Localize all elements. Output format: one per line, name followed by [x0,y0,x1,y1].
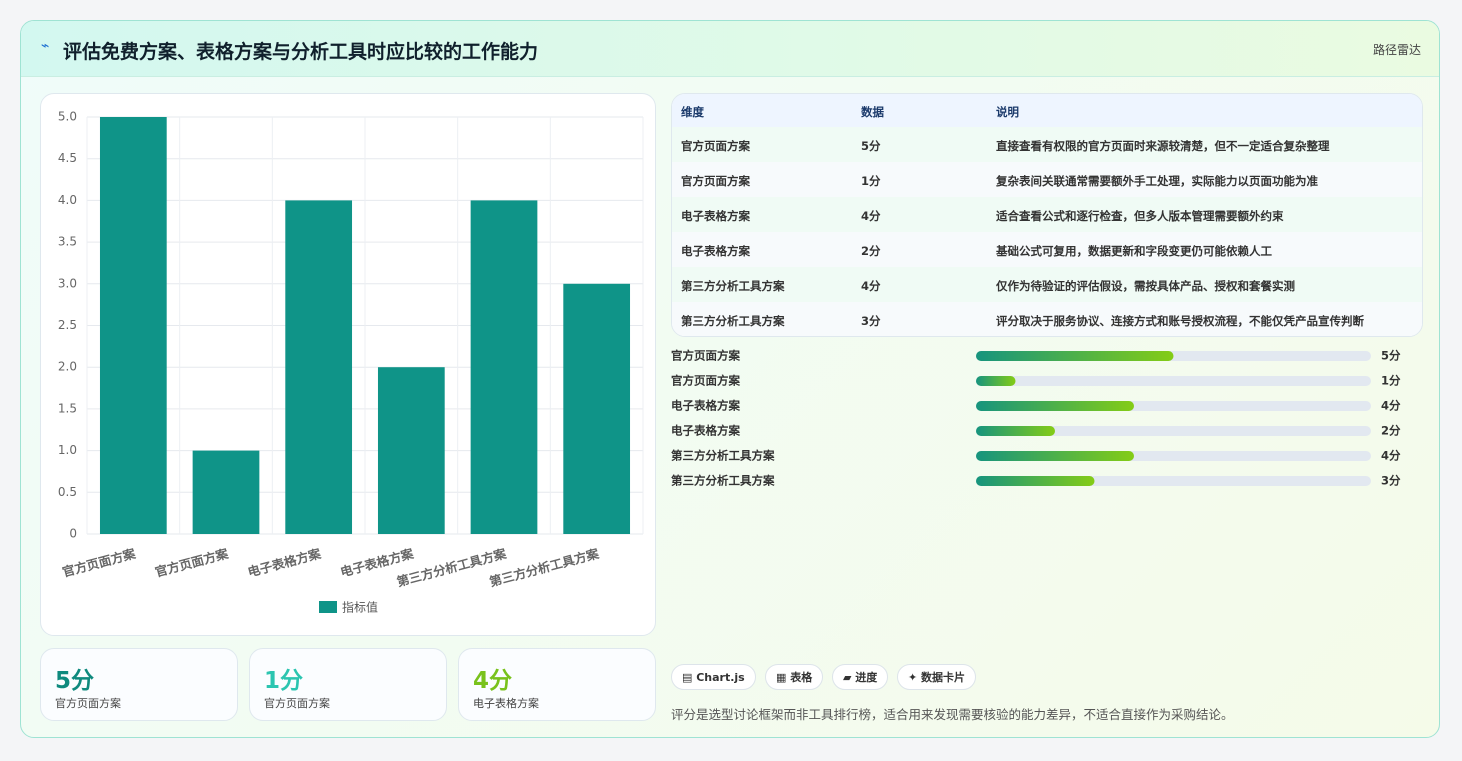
table-row [672,267,1422,303]
bar [563,283,631,534]
tag-chip: ✦ 数据卡片 [897,664,977,690]
y-tick-label: 1.0 [58,443,77,457]
table-cell: 直接查看有权限的官方页面时来源较清楚，但不一定适合复杂整理 [996,139,1330,153]
legend-swatch [319,601,337,613]
y-tick-label: 2.5 [58,318,77,332]
table-cell: 电子表格方案 [681,209,750,223]
x-tick-label: 官方页面方案 [153,546,230,580]
progress-bar [976,451,1134,461]
table-cell: 第三方分析工具方案 [681,279,785,293]
y-tick-label: 1.5 [58,401,77,415]
table-cell: 2分 [861,244,881,258]
table-row [672,302,1422,336]
progress-label: 电子表格方案 [671,424,740,438]
progress-label: 官方页面方案 [671,349,740,363]
progress-value: 3分 [1381,474,1401,488]
stat-value: 1分 [264,668,304,694]
bar [99,117,167,534]
table-cell: 基础公式可复用，数据更新和字段变更仍可能依赖人工 [996,244,1272,258]
table-cell: 4分 [861,279,881,293]
stat-card: 4分电子表格方案 [458,648,656,721]
table-cell: 1分 [861,174,881,188]
y-tick-label: 3.5 [58,235,77,249]
table-cell: 仅作为待验证的评估假设，需按具体产品、授权和套餐实测 [996,279,1295,293]
stat-label: 电子表格方案 [473,697,539,710]
title: 评估免费方案、表格方案与分析工具时应比较的工作能力 [63,41,539,63]
stat-card: 5分官方页面方案 [40,648,238,721]
progress-bar [976,376,1016,386]
table-cell: 官方页面方案 [681,174,750,188]
y-tick-label: 4.0 [58,193,77,207]
progress-bar [976,476,1095,486]
badge: 路径雷达 [1372,43,1421,57]
x-tick-label: 电子表格方案 [246,546,323,580]
table-cell: 电子表格方案 [681,244,750,258]
stat-value: 5分 [55,668,95,694]
stat-value: 4分 [473,668,513,694]
table-cell: 复杂表间关联通常需要额外手工处理，实际能力以页面功能为准 [996,174,1318,188]
column-header: 数据 [861,105,884,119]
progress-value: 2分 [1381,424,1401,438]
progress-track [976,426,1371,436]
y-tick-label: 3.0 [58,276,77,290]
main-card: ⌁ 评估免费方案、表格方案与分析工具时应比较的工作能力 路径雷达 0 0.5 1.0… [20,20,1440,738]
table-cell: 评分取决于服务协议、连接方式和账号授权流程，不能仅凭产品宣传判断 [996,314,1364,328]
header-icon: ⌁ [41,38,50,54]
legend-label: 指标值 [342,600,378,615]
bar [192,450,260,534]
chart-panel: 0 0.5 1.0 1.5 2.0 2.5 3.0 3.5 4.0 4.5 5.0 官方页面方案 官方页… [40,93,656,636]
table: 维度 数据 说明官方页面方案 5分 直接查看有权限的官方页面时来源较清楚，但不一定适合复… [671,93,1423,337]
y-tick-label: 2.0 [58,360,77,374]
bar [377,367,445,534]
y-tick-label: 0 [69,527,77,541]
table-cell: 4分 [861,209,881,223]
y-tick-label: 5.0 [58,110,77,124]
stat-card: 1分官方页面方案 [249,648,447,721]
tag-chip: ▤ Chart.js [671,664,756,690]
table-row [672,232,1422,268]
table-cell: 3分 [861,314,881,328]
progress-label: 官方页面方案 [671,374,740,388]
progress-value: 5分 [1381,349,1401,363]
column-header: 维度 [681,105,704,119]
tag-chip: ▦ 表格 [765,664,824,690]
header: ⌁ 评估免费方案、表格方案与分析工具时应比较的工作能力 路径雷达 [21,21,1439,77]
y-tick-label: 4.5 [58,151,77,165]
y-tick-label: 0.5 [58,485,77,499]
progress-track [976,376,1371,386]
progress-bar [976,401,1134,411]
stat-label: 官方页面方案 [264,697,330,710]
progress-label: 电子表格方案 [671,399,740,413]
progress-label: 第三方分析工具方案 [671,449,775,463]
table-cell: 5分 [861,139,881,153]
progress-label: 第三方分析工具方案 [671,474,775,488]
tag-chip: ▰ 进度 [832,664,889,690]
progress-value: 4分 [1381,449,1401,463]
progress-bar [976,351,1174,361]
table-cell: 第三方分析工具方案 [681,314,785,328]
table-cell: 适合查看公式和逐行检查，但多人版本管理需要额外约束 [996,209,1284,223]
table-cell: 官方页面方案 [681,139,750,153]
column-header: 说明 [996,105,1019,119]
stat-label: 官方页面方案 [55,697,121,710]
bar [285,200,353,534]
progress-value: 4分 [1381,399,1401,413]
table-header [672,94,1422,128]
progress-value: 1分 [1381,374,1401,388]
footnote: 评分是选型讨论框架而非工具排行榜，适合用来发现需要核验的能力差异，不适合直接作为… [671,707,1234,722]
progress-bar [976,426,1055,436]
x-tick-label: 官方页面方案 [61,546,138,580]
bar [470,200,538,534]
chart: 0 0.5 1.0 1.5 2.0 2.5 3.0 3.5 4.0 4.5 5.0 官方页面方案 官方页… [58,110,644,615]
